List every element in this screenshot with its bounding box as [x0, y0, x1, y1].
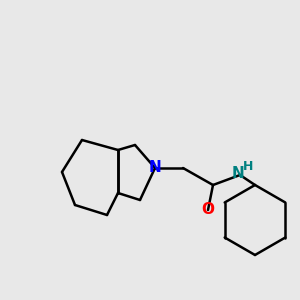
Text: O: O [202, 202, 214, 217]
Text: N: N [148, 160, 161, 175]
Text: N: N [232, 166, 244, 181]
Text: H: H [243, 160, 253, 173]
